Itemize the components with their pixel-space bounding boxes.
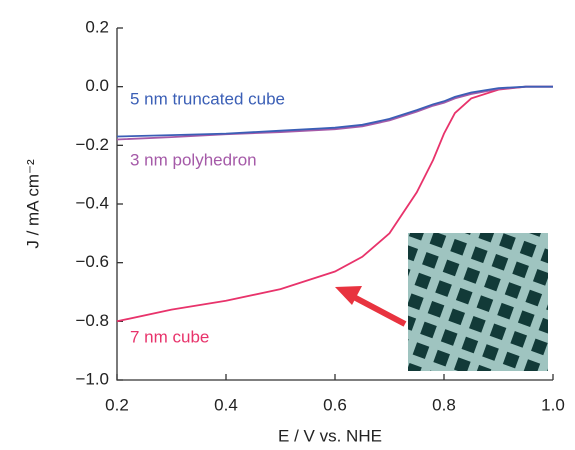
x-axis-label: E / V vs. NHE	[278, 426, 382, 445]
y-tick-label: −0.8	[75, 311, 109, 330]
y-tick-label: 0.0	[85, 76, 109, 95]
x-tick-label: 0.8	[432, 395, 456, 414]
arrow-head	[335, 286, 362, 305]
data-line	[116, 85, 553, 138]
series-label: 3 nm polyhedron	[130, 150, 257, 169]
y-tick-label: −0.6	[75, 252, 109, 271]
x-tick-label: 1.0	[541, 395, 565, 414]
y-tick-label: −0.4	[75, 193, 109, 212]
arrow	[348, 292, 407, 327]
y-axis-label: J / mA cm⁻²	[23, 159, 42, 249]
x-tick-label: 0.2	[105, 395, 129, 414]
y-tick-label: 0.2	[85, 17, 109, 36]
y-tick-label: −0.2	[75, 135, 109, 154]
x-tick-label: 0.6	[323, 395, 347, 414]
series-label: 5 nm truncated cube	[130, 89, 285, 108]
y-tick-label: −1.0	[75, 369, 109, 388]
tem-inset	[408, 233, 548, 371]
series-label: 7 nm cube	[130, 327, 209, 346]
x-tick-label: 0.4	[214, 395, 238, 414]
data-line	[116, 85, 553, 323]
